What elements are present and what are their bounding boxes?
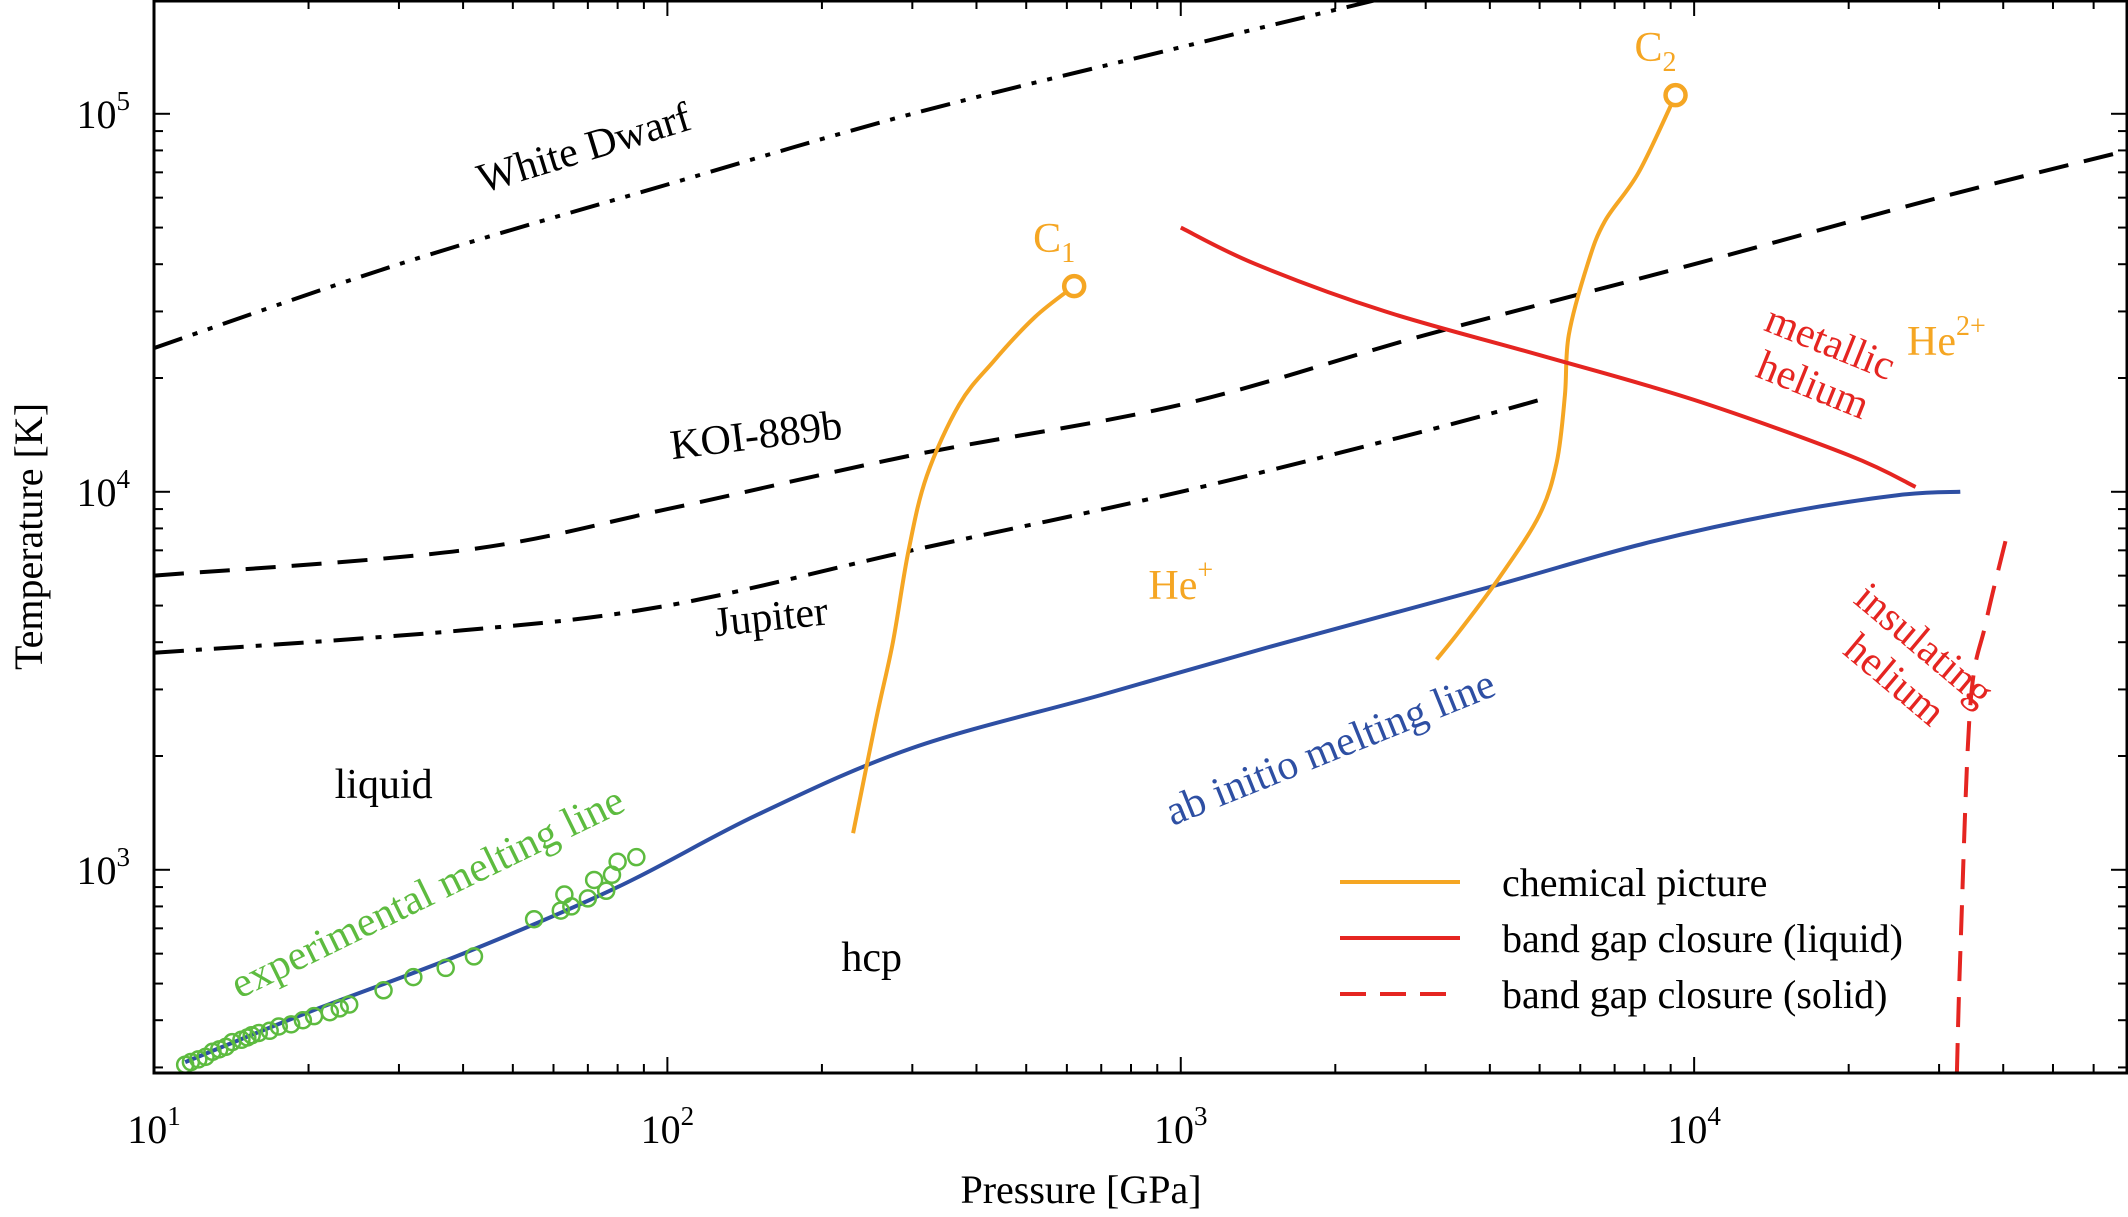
annotation-metallic: metallichelium <box>1742 296 1902 432</box>
annotation-he-plus: He+ <box>1148 555 1213 609</box>
series-line-white-dwarf <box>154 0 1385 350</box>
annotation-insulating: insulatinghelium <box>1816 574 2002 751</box>
experimental-point <box>260 1021 279 1041</box>
experimental-point <box>404 967 423 987</box>
label-c1: C1 <box>1033 216 1075 269</box>
experimental-point <box>555 885 574 904</box>
experimental-point <box>578 889 598 908</box>
annotation-ab-initio: ab initio melting line <box>1159 661 1502 835</box>
plot-frame <box>152 0 2128 1075</box>
experimental-point <box>269 1017 289 1036</box>
series-line-koi <box>154 148 2128 578</box>
annotation-liquid: liquid <box>335 762 433 808</box>
series-line-ab-initio <box>184 489 1961 1064</box>
series-line-jupiter <box>154 397 1541 655</box>
x-axis-label: Pressure [GPa] <box>960 1167 1201 1212</box>
experimental-point <box>584 870 604 890</box>
y-tick-label: 105 <box>77 86 131 137</box>
endpoint-marker-c1 <box>1061 273 1087 299</box>
series-line-c1 <box>851 284 1076 834</box>
experimental-point <box>339 995 359 1014</box>
experimental-point <box>436 958 455 978</box>
legend-label: band gap closure (solid) <box>1502 972 1887 1017</box>
experimental-point <box>627 847 646 867</box>
experimental-point <box>249 1023 269 1043</box>
series-line-gap-solid <box>1954 538 2008 1073</box>
annotation-koi: KOI-889b <box>668 402 845 469</box>
y-axis-label: Temperature [K] <box>6 403 51 670</box>
annotation-experimental: experimental melting line <box>224 777 632 1008</box>
label-c2: C2 <box>1635 25 1677 78</box>
y-tick-label: 104 <box>77 464 131 515</box>
series-line-gap-liquid <box>1179 225 1917 489</box>
x-tick-label: 101 <box>127 1101 181 1152</box>
experimental-point <box>524 909 544 929</box>
legend-label: band gap closure (liquid) <box>1502 916 1903 961</box>
legend-label: chemical picture <box>1502 860 1767 905</box>
experimental-point <box>281 1015 301 1034</box>
experimental-point <box>330 999 349 1018</box>
annotation-hcp: hcp <box>841 935 902 981</box>
experimental-point <box>464 947 484 966</box>
experimental-point <box>374 981 393 1000</box>
experimental-point <box>293 1010 313 1030</box>
x-tick-label: 103 <box>1154 1101 1208 1152</box>
experimental-point <box>596 881 616 901</box>
x-tick-label: 104 <box>1667 1101 1721 1152</box>
experimental-point <box>608 852 627 872</box>
y-tick-label: 103 <box>77 842 131 893</box>
annotation-jupiter: Jupiter <box>712 589 831 647</box>
endpoint-marker-c2 <box>1663 82 1688 108</box>
series-line-c2 <box>1435 94 1678 661</box>
x-tick-label: 102 <box>641 1101 695 1152</box>
annotation-he-2plus: He2+ <box>1907 311 1986 365</box>
experimental-point <box>320 1002 340 1022</box>
